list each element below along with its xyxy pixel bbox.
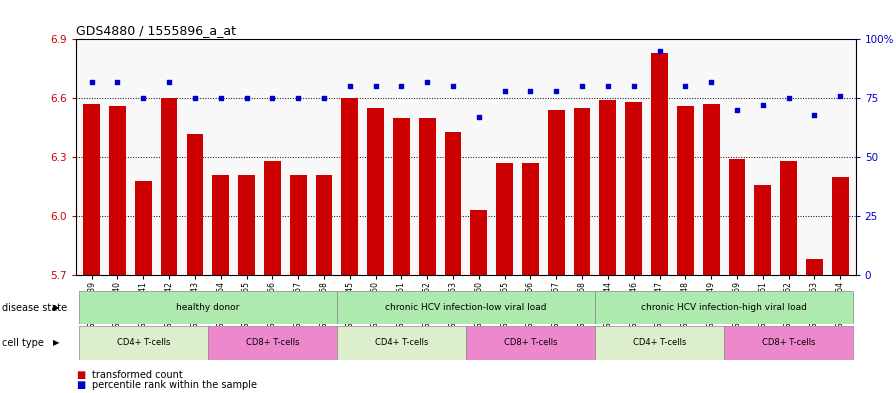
Text: CD8+ T-cells: CD8+ T-cells	[762, 338, 815, 347]
Bar	[315, 175, 332, 275]
Bar	[337, 291, 595, 324]
Bar	[289, 175, 306, 275]
Point	[84, 79, 99, 85]
Point	[136, 95, 151, 101]
Point	[833, 93, 848, 99]
Bar	[135, 181, 151, 275]
Bar	[83, 104, 100, 275]
Bar	[522, 163, 538, 275]
Point	[291, 95, 306, 101]
Point	[239, 95, 254, 101]
Point	[575, 83, 590, 90]
Text: chronic HCV infection-high viral load: chronic HCV infection-high viral load	[642, 303, 807, 312]
Bar	[208, 326, 337, 360]
Bar	[466, 326, 595, 360]
Point	[549, 88, 564, 94]
Bar	[651, 53, 668, 275]
Bar	[393, 118, 409, 275]
Bar	[212, 175, 229, 275]
Text: CD4+ T-cells: CD4+ T-cells	[375, 338, 428, 347]
Point	[317, 95, 332, 101]
Point	[729, 107, 744, 113]
Text: ■: ■	[76, 380, 85, 390]
Bar	[702, 104, 719, 275]
Bar	[444, 132, 461, 275]
Point	[523, 88, 538, 94]
Bar	[238, 175, 254, 275]
Point	[807, 112, 822, 118]
Bar	[599, 100, 616, 275]
Bar	[160, 98, 177, 275]
Text: ▶: ▶	[53, 303, 60, 312]
Point	[420, 79, 435, 85]
Text: GDS4880 / 1555896_a_at: GDS4880 / 1555896_a_at	[76, 24, 237, 37]
Point	[265, 95, 280, 101]
Point	[162, 79, 177, 85]
Point	[652, 48, 667, 54]
Point	[188, 95, 202, 101]
Bar	[677, 106, 694, 275]
Text: CD8+ T-cells: CD8+ T-cells	[246, 338, 299, 347]
Bar	[780, 161, 797, 275]
Bar	[806, 259, 823, 275]
Point	[394, 83, 409, 90]
Point	[626, 83, 641, 90]
Point	[342, 83, 357, 90]
Bar	[264, 161, 280, 275]
Bar	[595, 291, 853, 324]
Point	[110, 79, 125, 85]
Point	[755, 102, 770, 108]
Bar	[496, 163, 513, 275]
Text: ▶: ▶	[53, 338, 60, 347]
Bar	[367, 108, 384, 275]
Text: CD4+ T-cells: CD4+ T-cells	[116, 338, 170, 347]
Text: cell type: cell type	[2, 338, 44, 348]
Bar	[573, 108, 590, 275]
Bar	[79, 326, 208, 360]
Bar	[79, 291, 337, 324]
Bar	[724, 326, 853, 360]
Point	[600, 83, 615, 90]
Point	[213, 95, 228, 101]
Text: disease state: disease state	[2, 303, 67, 312]
Text: healthy donor: healthy donor	[177, 303, 239, 312]
Point	[678, 83, 693, 90]
Point	[446, 83, 461, 90]
Text: ■: ■	[76, 370, 85, 380]
Point	[497, 88, 512, 94]
Bar	[337, 326, 466, 360]
Bar	[418, 118, 435, 275]
Bar	[109, 106, 125, 275]
Text: transformed count: transformed count	[92, 370, 183, 380]
Bar	[186, 134, 203, 275]
Bar	[547, 110, 564, 275]
Bar	[625, 102, 642, 275]
Point	[471, 114, 486, 120]
Text: CD4+ T-cells: CD4+ T-cells	[633, 338, 686, 347]
Point	[368, 83, 383, 90]
Bar	[470, 210, 487, 275]
Point	[704, 79, 719, 85]
Text: CD8+ T-cells: CD8+ T-cells	[504, 338, 557, 347]
Bar	[754, 185, 771, 275]
Bar	[728, 159, 745, 275]
Text: chronic HCV infection-low viral load: chronic HCV infection-low viral load	[385, 303, 547, 312]
Text: percentile rank within the sample: percentile rank within the sample	[92, 380, 257, 390]
Bar	[341, 98, 358, 275]
Point	[781, 95, 796, 101]
Bar	[831, 177, 849, 275]
Bar	[595, 326, 724, 360]
